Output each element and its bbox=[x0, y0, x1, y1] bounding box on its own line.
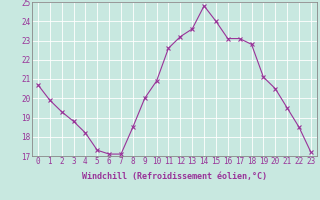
X-axis label: Windchill (Refroidissement éolien,°C): Windchill (Refroidissement éolien,°C) bbox=[82, 172, 267, 181]
